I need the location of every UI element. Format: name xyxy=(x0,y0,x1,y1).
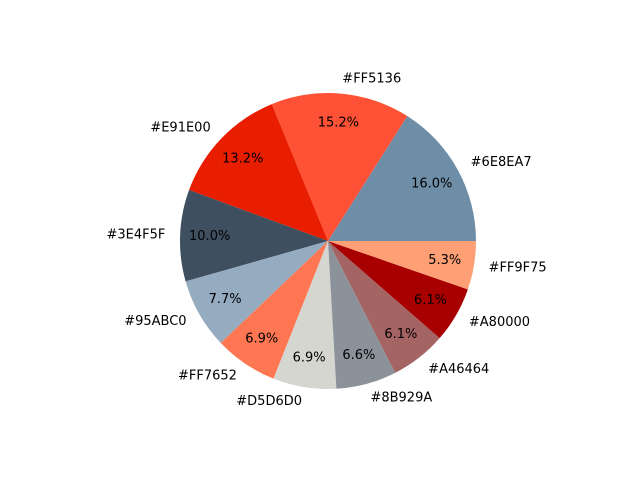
percent-label-a80000: 6.1% xyxy=(414,293,447,308)
pie-slice-ff9f75 xyxy=(328,241,476,290)
pie-slice-d5d6d0 xyxy=(273,241,337,389)
percent-label-ff5136: 15.2% xyxy=(318,116,359,131)
pie-slice-3e4f5f xyxy=(179,189,328,282)
percent-label-d5d6d0: 6.9% xyxy=(293,350,326,365)
slice-label-d5d6d0: #D5D6D0 xyxy=(236,394,302,409)
pie-slice-a80000 xyxy=(328,241,468,339)
slice-label-ff5136: #FF5136 xyxy=(342,71,401,86)
slice-label-a46464: #A46464 xyxy=(428,362,489,377)
pie-slice-ff5136 xyxy=(271,93,408,241)
percent-label-ff7652: 6.9% xyxy=(245,332,278,347)
pie-slice-6e8ea7 xyxy=(328,116,476,241)
slice-label-6e8ea7: #6E8EA7 xyxy=(471,155,532,170)
pie-slice-ff7652 xyxy=(220,241,328,379)
pie-slice-e91e00 xyxy=(189,104,328,242)
slice-label-ff7652: #FF7652 xyxy=(178,368,237,383)
slice-label-a80000: #A80000 xyxy=(469,315,530,330)
percent-label-8b929a: 6.6% xyxy=(342,348,375,363)
pie-slice-8b929a xyxy=(328,241,396,389)
pie-slice-95abc0 xyxy=(185,241,328,343)
slice-label-8b929a: #8B929A xyxy=(370,391,432,406)
slice-label-95abc0: #95ABC0 xyxy=(124,314,186,329)
percent-label-ff9f75: 5.3% xyxy=(428,253,461,268)
slice-label-ff9f75: #FF9F75 xyxy=(489,260,547,275)
slices-layer xyxy=(179,93,476,389)
percent-label-e91e00: 13.2% xyxy=(222,151,263,166)
labels-layer: #6E8EA7 16.0% #FF5136 15.2% #E91E00 13.2% #3E4… xyxy=(106,71,546,409)
pie-slice-a46464 xyxy=(328,241,440,373)
percent-label-3e4f5f: 10.0% xyxy=(189,229,230,244)
percent-label-6e8ea7: 16.0% xyxy=(411,176,452,191)
slice-label-3e4f5f: #3E4F5F xyxy=(106,227,165,242)
slice-label-e91e00: #E91E00 xyxy=(150,121,210,136)
percent-label-a46464: 6.1% xyxy=(384,327,417,342)
percent-label-95abc0: 7.7% xyxy=(209,292,242,307)
